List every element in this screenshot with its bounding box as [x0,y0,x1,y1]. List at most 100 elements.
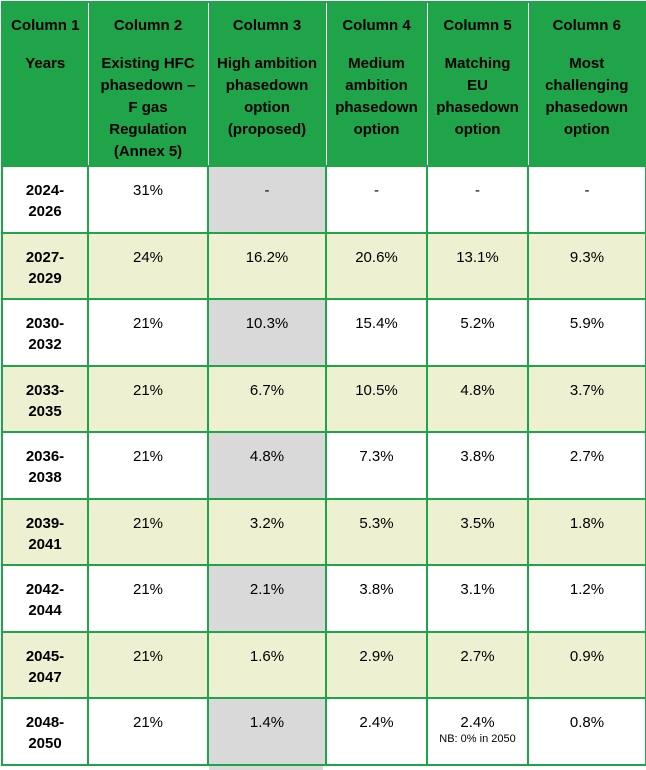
value-cell: 4.8% [207,431,327,500]
year-cell: 2048- 2050 [1,697,89,766]
cell-value: 21% [132,448,164,465]
cell-value: 21% [132,714,164,731]
cell-value: 2.4% [460,714,495,731]
cell-value: 1.6% [249,647,285,665]
value-cell: 1.2% [527,564,646,633]
cell-value: 13.1% [456,248,499,266]
cell-value: 7.3% [359,448,394,465]
year-cell: 2039- 2041 [1,497,89,566]
cell-value: 20.6% [355,248,398,266]
value-cell: 16.2% [207,231,327,300]
cell-value: 0.9% [569,647,605,665]
column-label: Column 6 [552,17,621,34]
value-cell: 6.7% [207,364,327,433]
cell-value: 2.7% [460,647,495,665]
cell-value: 10.3% [245,315,289,332]
year-cell: 2042- 2044 [1,564,89,633]
cell-value: - [264,182,270,199]
value-cell: 2.7% [527,431,646,500]
value-cell: 3.8% [325,564,428,633]
value-cell: 3.5% [426,497,529,566]
cell-value: 5.2% [460,315,495,332]
cell-value: 2.1% [249,581,285,598]
value-cell: 21% [87,497,209,566]
cell-value: 31% [132,182,164,199]
table-row: 2039- 2041 21% 3.2% 5.3% 3.5% 1.8% [1,497,646,566]
value-cell: - [325,165,428,234]
table-row: 2027- 2029 24% 16.2% 20.6% 13.1% 9.3% [1,231,646,300]
value-cell: 0.8% [527,697,646,766]
cell-value: 5.3% [359,514,394,532]
cell-value: 3.8% [359,581,394,598]
value-cell: 3.1% [426,564,529,633]
cell-value: 21% [132,381,164,399]
cell-value: 2.7% [569,448,605,465]
year-cell: 2033- 2035 [1,364,89,433]
column-label: Column 4 [342,17,411,34]
column-label: Column 3 [232,17,302,34]
value-cell: 0.9% [527,630,646,699]
cell-value: 21% [132,315,164,332]
value-cell: 10.5% [325,364,428,433]
value-cell: 21% [87,431,209,500]
column-description: Matching EU phasedown option [436,55,519,138]
value-cell: 3.8% [426,431,529,500]
value-cell: 15.4% [325,298,428,367]
value-cell: 31% [87,165,209,234]
value-cell: 5.2% [426,298,529,367]
column-header-6: Column 6 Most challenging phasedown opti… [527,1,646,167]
value-cell: 2.9% [325,630,428,699]
value-cell: 13.1% [426,231,529,300]
table-row: 2048- 2050 21% 1.4% 2.4% 2.4% NB: 0% in 2050 0… [1,697,646,766]
footnote: NB: 0% in 2050 [439,733,516,745]
cell-value: 6.7% [249,381,285,399]
column-description: Most challenging phasedown option [545,55,629,138]
value-cell: 9.3% [527,231,646,300]
column-header-1: Column 1 Years [1,1,89,167]
column-header-3: Column 3 High ambition phasedown option … [207,1,327,167]
column-description: Years [25,55,66,72]
cell-value: - [475,182,480,199]
cell-value: 10.5% [355,381,398,399]
header-row: Column 1 Years Column 2 Existing HFC pha… [1,1,646,167]
value-cell: 21% [87,298,209,367]
table-body: 2024- 2026 31% - - - - 2027- 2029 24% 16.2% 20.6%… [1,165,646,766]
table-row: 2030- 2032 21% 10.3% 15.4% 5.2% 5.9% [1,298,646,367]
value-cell: - [527,165,646,234]
cell-value: 5.9% [569,315,605,332]
column-description: Medium ambition phasedown option [335,55,418,138]
value-cell: 21% [87,697,209,766]
value-cell: 1.8% [527,497,646,566]
year-cell: 2036- 2038 [1,431,89,500]
cell-value: 0.8% [569,714,605,731]
value-cell: 5.3% [325,497,428,566]
value-cell: 2.4% NB: 0% in 2050 [426,697,529,766]
value-cell: 21% [87,564,209,633]
table-row: 2033- 2035 21% 6.7% 10.5% 4.8% 3.7% [1,364,646,433]
cell-value: 9.3% [569,248,605,266]
value-cell: - [426,165,529,234]
value-cell: 10.3% [207,298,327,367]
value-cell: 21% [87,630,209,699]
table-row: 2024- 2026 31% - - - - [1,165,646,234]
column-description: High ambition phasedown option (proposed… [217,55,317,138]
cell-value: 1.4% [249,714,285,731]
column-header-2: Column 2 Existing HFC phasedown – F gas … [87,1,209,167]
value-cell: 3.2% [207,497,327,566]
table-header: Column 1 Years Column 2 Existing HFC pha… [1,1,646,167]
cell-value: 1.2% [569,581,605,598]
value-cell: 2.7% [426,630,529,699]
cell-value: 3.5% [460,514,495,532]
value-cell: 4.8% [426,364,529,433]
cell-value: 3.2% [249,514,285,532]
cell-value: 2.4% [359,714,394,731]
cell-value: 16.2% [245,248,289,266]
cell-value: 21% [132,647,164,665]
value-cell: 5.9% [527,298,646,367]
cell-value: 1.8% [569,514,605,532]
table-row: 2036- 2038 21% 4.8% 7.3% 3.8% 2.7% [1,431,646,500]
value-cell: 20.6% [325,231,428,300]
column-description: Existing HFC phasedown – F gas Regulatio… [100,55,196,160]
column-header-5: Column 5 Matching EU phasedown option [426,1,529,167]
